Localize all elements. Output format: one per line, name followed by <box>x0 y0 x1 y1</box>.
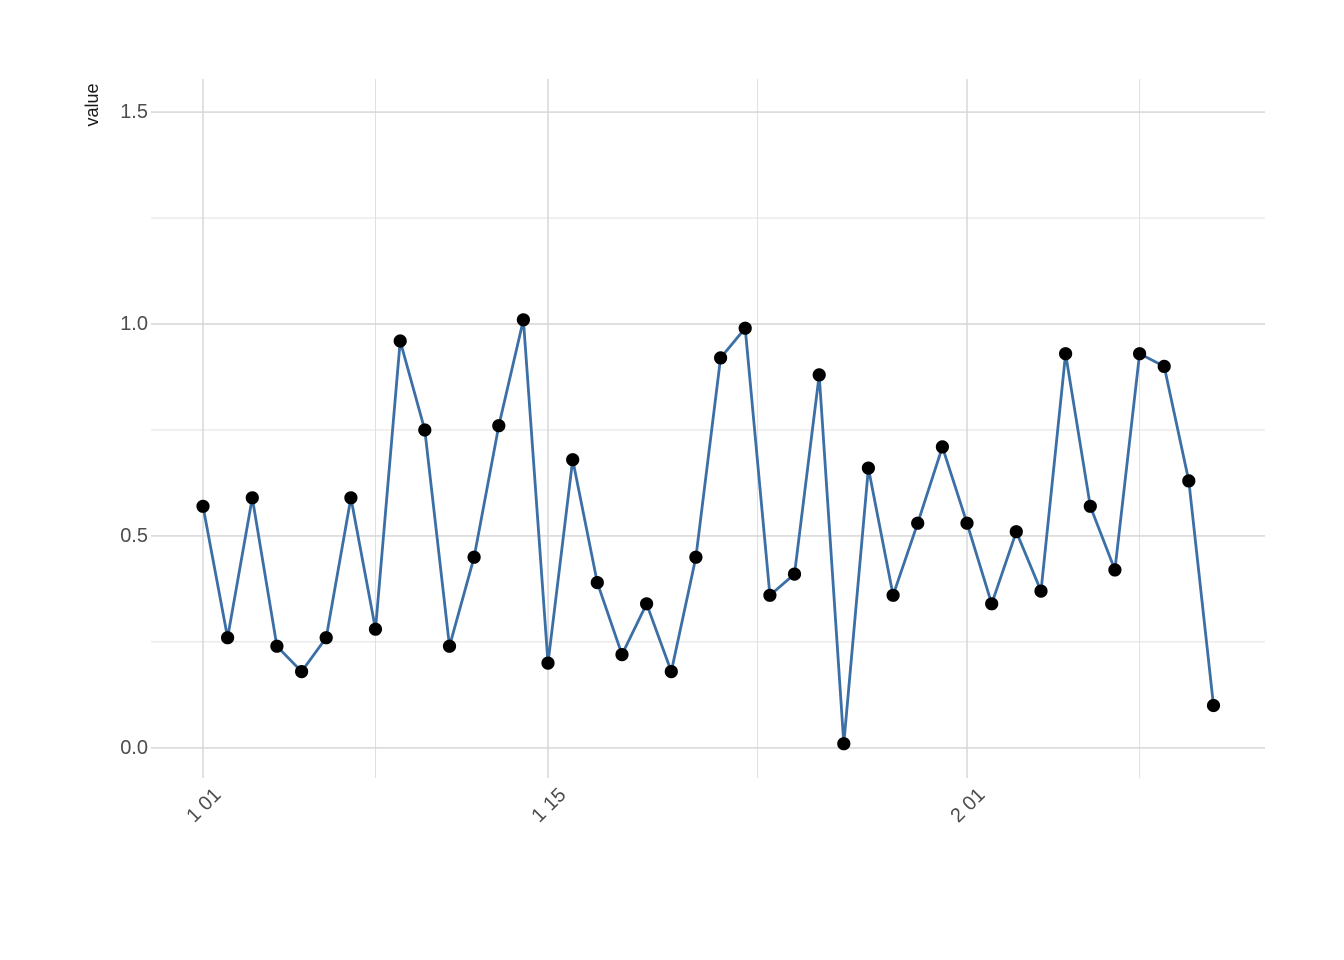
data-point <box>714 351 728 365</box>
data-line <box>201 318 1215 746</box>
data-point <box>442 639 457 653</box>
y-axis-tick-label: 1.0 <box>120 313 148 335</box>
data-point <box>911 516 925 530</box>
data-point <box>344 491 358 505</box>
data-point <box>689 550 703 564</box>
data-point <box>1206 698 1221 713</box>
data-point <box>1059 347 1073 361</box>
data-point <box>861 461 876 475</box>
data-point <box>935 440 950 454</box>
data-point <box>590 576 604 590</box>
data-point <box>985 597 999 611</box>
data-point <box>295 665 309 679</box>
data-point <box>1108 563 1122 577</box>
data-point <box>1182 474 1196 488</box>
data-point <box>541 656 555 670</box>
data-point <box>763 588 777 602</box>
data-point <box>1157 359 1171 373</box>
data-point <box>467 550 481 564</box>
data-point <box>886 588 900 602</box>
data-point <box>566 453 580 467</box>
data-point <box>664 665 678 679</box>
data-point <box>270 639 284 653</box>
y-axis-tick-label: 0.5 <box>120 524 148 547</box>
data-point <box>640 597 654 611</box>
data-point <box>393 334 407 348</box>
data-point <box>245 491 259 505</box>
data-point <box>221 631 235 645</box>
data-point <box>837 737 851 751</box>
y-axis-tick-label: 0.0 <box>120 736 148 759</box>
data-point <box>1034 584 1048 598</box>
data-point <box>1009 525 1023 539</box>
data-point <box>368 622 383 636</box>
data-point <box>787 567 802 581</box>
data-point <box>1133 347 1147 361</box>
data-point <box>196 499 210 513</box>
data-point <box>1083 499 1097 513</box>
data-point <box>960 516 974 530</box>
data-point <box>516 313 531 327</box>
y-axis-tick-label: 1.5 <box>120 101 148 124</box>
data-point <box>738 321 752 335</box>
data-point <box>319 631 333 645</box>
data-point <box>492 419 506 433</box>
data-point <box>615 648 629 662</box>
data-point <box>812 368 826 382</box>
data-point <box>418 423 432 437</box>
